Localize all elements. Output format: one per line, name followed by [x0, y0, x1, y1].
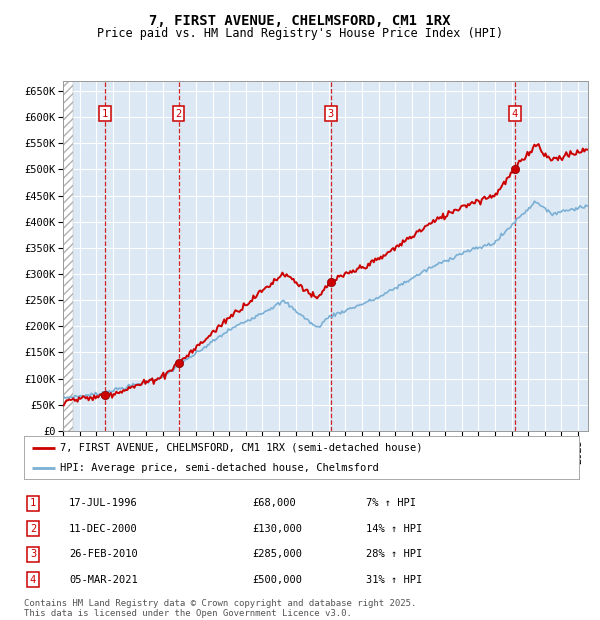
Text: 7, FIRST AVENUE, CHELMSFORD, CM1 1RX (semi-detached house): 7, FIRST AVENUE, CHELMSFORD, CM1 1RX (se… [60, 443, 422, 453]
Text: 28% ↑ HPI: 28% ↑ HPI [366, 549, 422, 559]
Text: £500,000: £500,000 [252, 575, 302, 585]
Text: 4: 4 [30, 575, 36, 585]
Text: 3: 3 [328, 109, 334, 119]
Text: £285,000: £285,000 [252, 549, 302, 559]
Text: 7% ↑ HPI: 7% ↑ HPI [366, 498, 416, 508]
Text: 11-DEC-2000: 11-DEC-2000 [69, 524, 138, 534]
Text: 31% ↑ HPI: 31% ↑ HPI [366, 575, 422, 585]
Text: 14% ↑ HPI: 14% ↑ HPI [366, 524, 422, 534]
Text: 26-FEB-2010: 26-FEB-2010 [69, 549, 138, 559]
Text: £130,000: £130,000 [252, 524, 302, 534]
Text: 7, FIRST AVENUE, CHELMSFORD, CM1 1RX: 7, FIRST AVENUE, CHELMSFORD, CM1 1RX [149, 14, 451, 28]
Text: 2: 2 [175, 109, 182, 119]
Text: 4: 4 [512, 109, 518, 119]
Text: 17-JUL-1996: 17-JUL-1996 [69, 498, 138, 508]
Text: HPI: Average price, semi-detached house, Chelmsford: HPI: Average price, semi-detached house,… [60, 463, 379, 473]
Text: 2: 2 [30, 524, 36, 534]
Text: 3: 3 [30, 549, 36, 559]
Text: 1: 1 [30, 498, 36, 508]
Text: Contains HM Land Registry data © Crown copyright and database right 2025.
This d: Contains HM Land Registry data © Crown c… [24, 599, 416, 618]
Text: 1: 1 [102, 109, 109, 119]
Text: £68,000: £68,000 [252, 498, 296, 508]
Text: 05-MAR-2021: 05-MAR-2021 [69, 575, 138, 585]
Text: Price paid vs. HM Land Registry's House Price Index (HPI): Price paid vs. HM Land Registry's House … [97, 27, 503, 40]
